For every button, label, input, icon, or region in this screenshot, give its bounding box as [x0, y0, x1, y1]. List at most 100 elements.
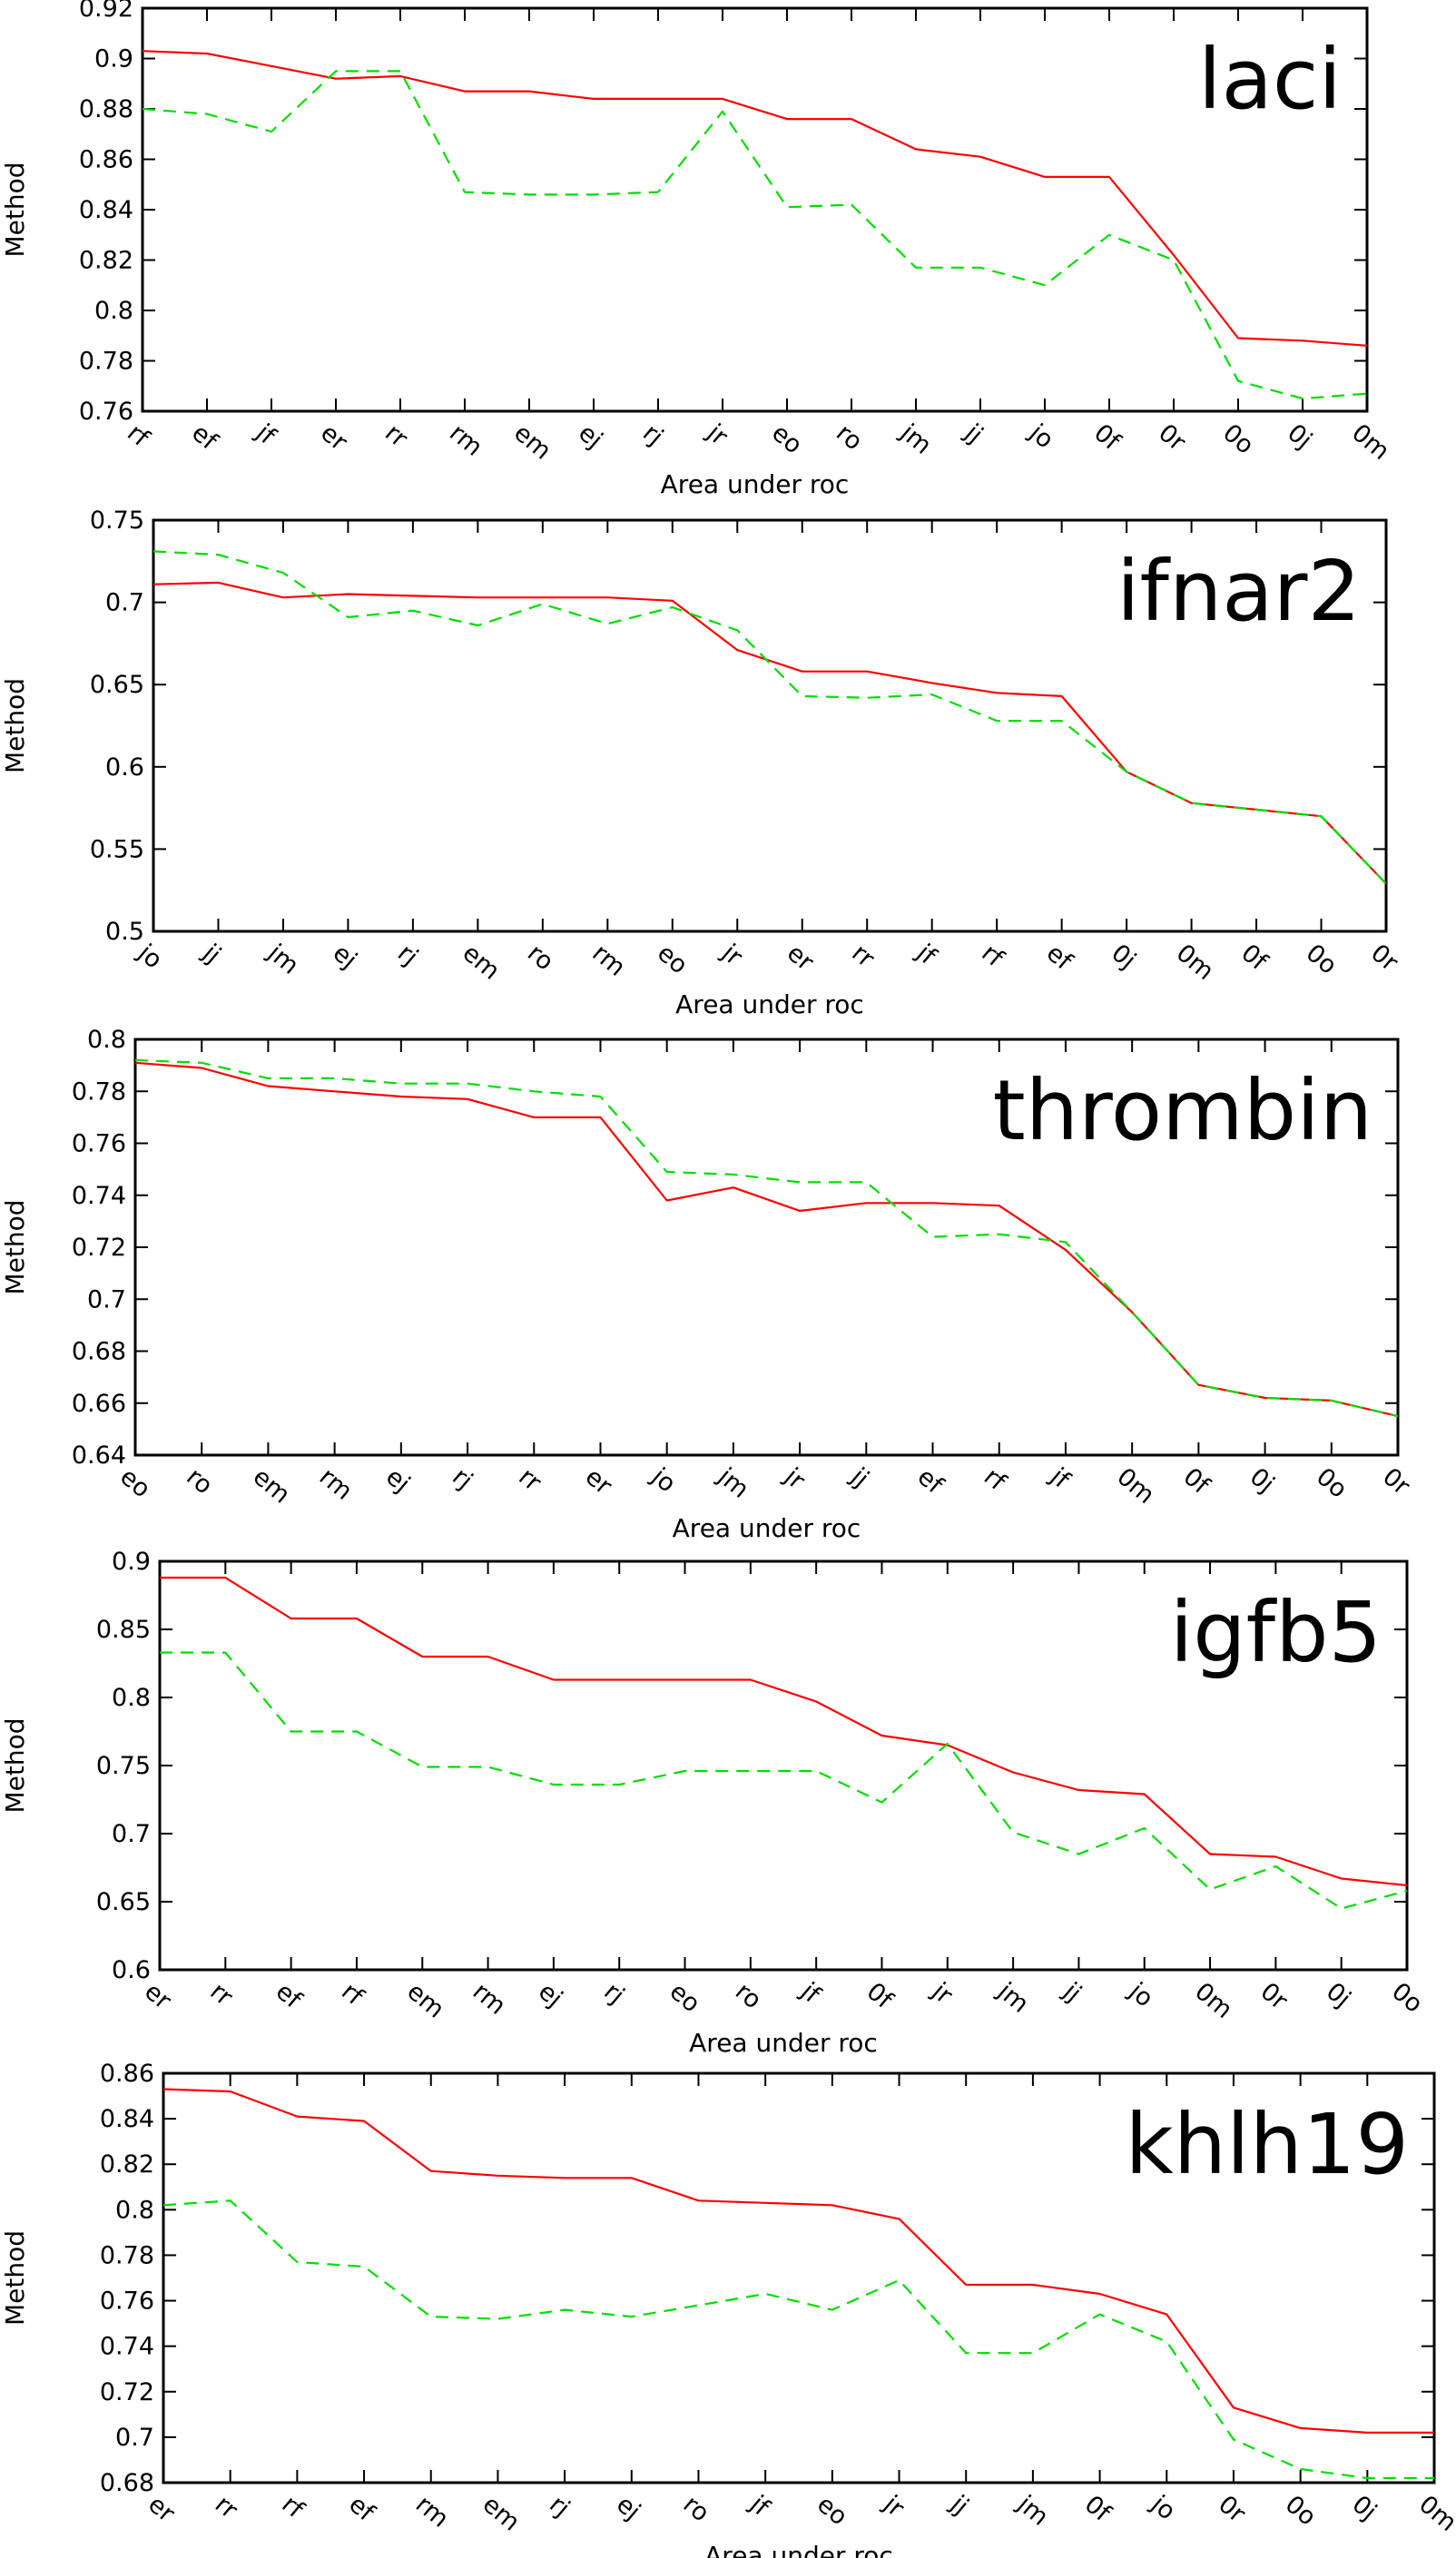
y-tick-label: 0.66 — [72, 1390, 126, 1418]
x-tick-label: 0j — [1244, 1462, 1280, 1499]
x-axis-label: Area under roc — [661, 469, 850, 499]
x-tick-label: ef — [912, 1462, 949, 1500]
y-tick-label: 0.72 — [100, 2378, 154, 2406]
y-tick-label: 0.7 — [115, 2424, 154, 2452]
x-tick-label: 0r — [1255, 1977, 1294, 2016]
y-tick-label: 0.5 — [105, 918, 144, 946]
x-tick-label: em — [248, 1462, 296, 1509]
y-tick-label: 0.68 — [72, 1338, 126, 1366]
x-tick-label: rr — [210, 2490, 243, 2524]
x-tick-label: rr — [379, 418, 413, 453]
x-tick-label: jj — [959, 418, 988, 449]
x-axis-label: Area under roc — [689, 2028, 878, 2058]
x-tick-label: rr — [204, 1977, 238, 2012]
x-tick-label: 0j — [1106, 939, 1141, 975]
x-tick-label: ef — [343, 2490, 380, 2527]
x-tick-label: ef — [186, 418, 223, 456]
y-tick-label: 0.86 — [100, 2060, 154, 2088]
x-tick-label: rf — [979, 1462, 1012, 1497]
x-tick-label: rm — [467, 1977, 511, 2020]
x-tick-label: ro — [181, 1462, 218, 1500]
x-tick-label: 0o — [1301, 939, 1343, 979]
x-tick-label: ro — [730, 1977, 767, 2014]
y-axis-label: Method — [0, 678, 30, 773]
y-tick-label: 0.82 — [100, 2150, 154, 2179]
x-tick-label: eo — [766, 418, 807, 459]
x-tick-label: 0r — [1377, 1462, 1415, 1501]
x-tick-label: 0r — [1365, 939, 1403, 978]
x-tick-label: jf — [795, 1977, 827, 2010]
y-tick-label: 0.78 — [72, 1077, 126, 1106]
x-tick-label: 0r — [1213, 2490, 1251, 2529]
x-tick-label: jr — [778, 1462, 811, 1496]
y-tick-label: 0.74 — [72, 1182, 126, 1210]
x-tick-label: jr — [878, 2490, 910, 2524]
chart-panel-thrombin: 0.640.660.680.70.720.740.760.780.8eo ro em… — [0, 1026, 1415, 1543]
x-tick-label: 0f — [1235, 939, 1274, 977]
x-tick-label: er — [315, 418, 353, 457]
x-tick-label: rm — [410, 2490, 454, 2533]
y-tick-label: 0.7 — [105, 589, 144, 617]
x-tick-label: 0j — [1321, 1977, 1356, 2013]
panel-title: ifnar2 — [1117, 543, 1361, 640]
y-axis-label: Method — [0, 1199, 30, 1294]
x-tick-label: ro — [522, 939, 559, 976]
panel-title: khlh19 — [1125, 2096, 1409, 2193]
x-tick-label: ej — [380, 1462, 415, 1498]
x-tick-label: jo — [1146, 2490, 1181, 2526]
x-tick-label: jf — [910, 939, 942, 971]
x-tick-label: er — [580, 1462, 618, 1500]
x-tick-label: jo — [1023, 418, 1058, 455]
x-tick-label: jm — [261, 939, 304, 980]
y-tick-label: 0.65 — [96, 1888, 151, 1916]
x-tick-label: rf — [336, 1977, 369, 2012]
plot-frame — [141, 6, 1369, 413]
x-tick-label: ej — [611, 2490, 645, 2525]
x-tick-label: jr — [926, 1977, 959, 2011]
y-tick-label: 0.76 — [72, 1130, 126, 1158]
x-tick-label: ef — [1041, 939, 1078, 976]
x-tick-label: 0f — [1178, 1462, 1216, 1500]
x-tick-label: jr — [716, 939, 749, 972]
y-tick-label: 0.84 — [79, 196, 133, 224]
x-tick-label: rj — [544, 2490, 575, 2523]
y-tick-label: 0.68 — [100, 2469, 154, 2497]
x-tick-label: 0j — [1346, 2490, 1382, 2526]
x-tick-label: rr — [846, 939, 880, 973]
y-tick-label: 0.64 — [72, 1441, 126, 1470]
y-tick-label: 0.6 — [112, 1956, 151, 1984]
x-tick-label: 0j — [1282, 418, 1317, 455]
panel-title: igfb5 — [1170, 1584, 1382, 1681]
x-tick-label: jm — [1011, 2490, 1054, 2532]
y-tick-label: 0.86 — [79, 146, 133, 174]
x-tick-label: rm — [314, 1462, 358, 1505]
x-axis-label: Area under roc — [704, 2541, 893, 2558]
x-tick-label: jm — [991, 1977, 1034, 2019]
x-axis-label: Area under roc — [673, 1513, 861, 1543]
x-tick-label: 0m — [1189, 1977, 1237, 2024]
x-tick-label: ro — [831, 418, 868, 456]
chart-panel-igfb5: 0.60.650.70.750.80.850.9er rr ef rf em rm ej rj… — [0, 1548, 1428, 2058]
x-tick-label: ro — [678, 2490, 715, 2527]
x-tick-label: jj — [945, 2490, 974, 2521]
x-tick-label: ej — [533, 1977, 567, 2012]
x-tick-label: em — [457, 939, 506, 985]
y-tick-label: 0.75 — [90, 507, 144, 535]
x-tick-label: 0f — [861, 1977, 900, 2015]
x-tick-label: eo — [812, 2490, 852, 2531]
panel-title: laci — [1198, 31, 1342, 128]
x-tick-label: jf — [1044, 1462, 1076, 1495]
x-tick-label: jm — [894, 418, 937, 460]
y-tick-label: 0.92 — [79, 0, 133, 23]
y-tick-label: 0.6 — [105, 753, 144, 782]
y-axis-label: Method — [0, 1717, 30, 1813]
x-tick-label: jm — [712, 1462, 754, 1504]
y-tick-label: 0.8 — [112, 1684, 151, 1712]
x-tick-label: rm — [586, 939, 630, 981]
x-tick-label: rj — [392, 939, 423, 971]
y-tick-label: 0.88 — [79, 95, 133, 123]
y-tick-label: 0.76 — [79, 398, 133, 426]
y-tick-label: 0.78 — [79, 348, 133, 376]
y-tick-label: 0.8 — [87, 1026, 126, 1054]
